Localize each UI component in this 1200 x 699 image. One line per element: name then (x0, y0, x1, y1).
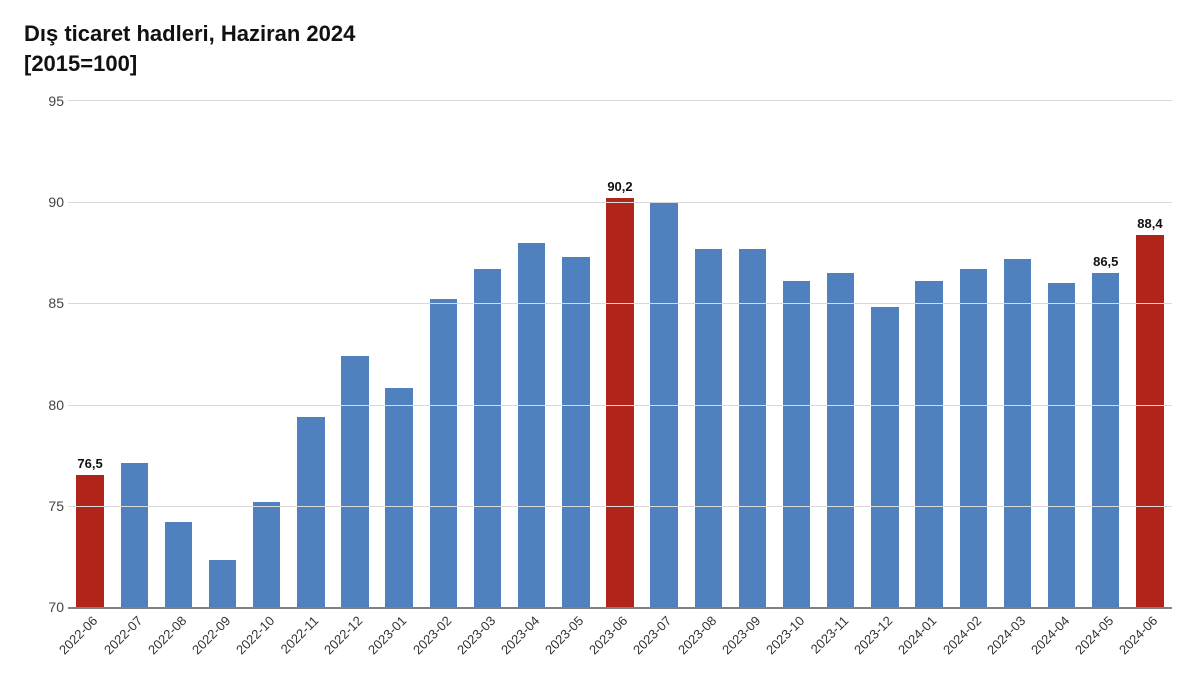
x-tick-label: 2022-11 (278, 613, 322, 657)
bar (783, 281, 810, 607)
x-tick-label: 2022-10 (233, 613, 277, 657)
bar (474, 269, 501, 607)
x-tick-label: 2024-02 (940, 613, 984, 657)
bar-slot (333, 101, 377, 607)
x-tick-label: 2024-03 (984, 613, 1028, 657)
bar (297, 417, 324, 607)
x-tick-label: 2023-05 (542, 613, 586, 657)
bar-slot: 88,4 (1128, 101, 1172, 607)
gridline (68, 202, 1172, 203)
bar-highlight (76, 475, 103, 607)
x-tick-label: 2023-12 (851, 613, 895, 657)
bar (827, 273, 854, 607)
x-tick-label: 2024-04 (1028, 613, 1072, 657)
chart-title-line1: Dış ticaret hadleri, Haziran 2024 (24, 20, 1176, 48)
bar-slot (289, 101, 333, 607)
x-tick-label: 2023-04 (498, 613, 542, 657)
bar-slot (686, 101, 730, 607)
bar (518, 243, 545, 607)
bar (209, 560, 236, 607)
bar (960, 269, 987, 607)
y-axis-labels: 707580859095 (28, 101, 64, 607)
y-tick-label: 95 (28, 93, 64, 109)
bar-slot (465, 101, 509, 607)
x-tick-label: 2023-03 (454, 613, 498, 657)
bar (915, 281, 942, 607)
bar (121, 463, 148, 607)
data-label: 88,4 (1137, 216, 1162, 231)
bar (1004, 259, 1031, 607)
x-tick-label: 2023-08 (675, 613, 719, 657)
gridline (68, 506, 1172, 507)
data-label: 86,5 (1093, 254, 1118, 269)
x-tick-label: 2024-05 (1072, 613, 1116, 657)
x-tick-label: 2023-10 (763, 613, 807, 657)
y-tick-label: 90 (28, 194, 64, 210)
x-tick-label: 2024-06 (1116, 613, 1160, 657)
bar (871, 307, 898, 607)
bar-slot (730, 101, 774, 607)
bar-slot: 90,2 (598, 101, 642, 607)
chart-area: 707580859095 76,590,286,588,4 2022-06202… (68, 100, 1172, 609)
bar-slot (112, 101, 156, 607)
bar (341, 356, 368, 607)
x-tick-label: 2022-09 (189, 613, 233, 657)
bar (430, 299, 457, 607)
bar-slot (907, 101, 951, 607)
bar-slot (200, 101, 244, 607)
bar-slot (863, 101, 907, 607)
x-tick-label: 2023-06 (586, 613, 630, 657)
bar-highlight (606, 198, 633, 607)
plot-area: 707580859095 76,590,286,588,4 2022-06202… (68, 100, 1172, 609)
x-axis-labels: 2022-062022-072022-082022-092022-102022-… (68, 607, 1172, 697)
x-tick-label: 2023-07 (630, 613, 674, 657)
x-tick-label: 2022-08 (145, 613, 189, 657)
bar-slot (421, 101, 465, 607)
x-tick-label: 2023-09 (719, 613, 763, 657)
bar-slot (995, 101, 1039, 607)
chart-title-line2: [2015=100] (24, 50, 1176, 78)
bar-slot (245, 101, 289, 607)
x-tick-label: 2023-01 (365, 613, 409, 657)
bar-slot (554, 101, 598, 607)
bar-slot: 86,5 (1084, 101, 1128, 607)
x-tick-label: 2024-01 (895, 613, 939, 657)
bar-highlight (1136, 235, 1163, 607)
y-tick-label: 75 (28, 498, 64, 514)
bar (562, 257, 589, 607)
y-tick-label: 85 (28, 295, 64, 311)
y-tick-label: 80 (28, 397, 64, 413)
x-tick-label: 2023-02 (410, 613, 454, 657)
bar-slot (510, 101, 554, 607)
x-tick-label: 2022-07 (101, 613, 145, 657)
bar (385, 388, 412, 607)
bar-slot (377, 101, 421, 607)
gridline (68, 405, 1172, 406)
bars-layer: 76,5 90,2 86,5 88,4 (68, 101, 1172, 607)
bar-slot (1040, 101, 1084, 607)
bar (1048, 283, 1075, 607)
gridline (68, 303, 1172, 304)
data-label: 90,2 (607, 179, 632, 194)
bar-slot (156, 101, 200, 607)
y-tick-label: 70 (28, 599, 64, 615)
bar (253, 502, 280, 607)
bar-slot (951, 101, 995, 607)
bar (1092, 273, 1119, 607)
data-label: 76,5 (77, 456, 102, 471)
chart-container: Dış ticaret hadleri, Haziran 2024 [2015=… (0, 0, 1200, 699)
x-tick-label: 2022-12 (321, 613, 365, 657)
bar-slot (819, 101, 863, 607)
bar-slot (642, 101, 686, 607)
bar (165, 522, 192, 607)
x-tick-label: 2023-11 (808, 613, 852, 657)
bar-slot (775, 101, 819, 607)
x-tick-label: 2022-06 (56, 613, 100, 657)
bar-slot: 76,5 (68, 101, 112, 607)
